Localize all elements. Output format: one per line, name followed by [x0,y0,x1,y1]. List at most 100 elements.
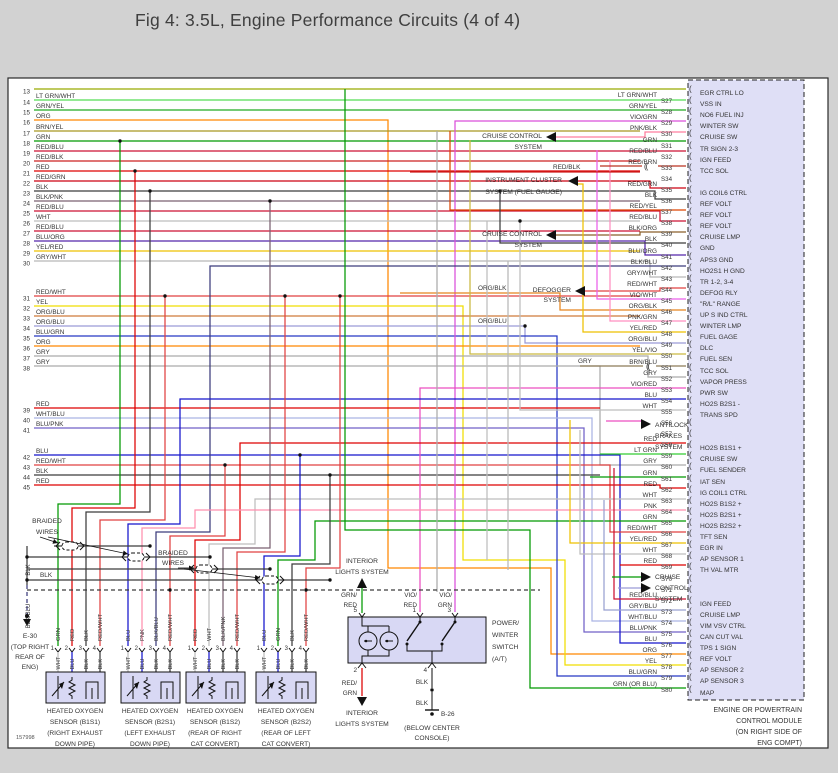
svg-text:AP SENSOR 1: AP SENSOR 1 [700,556,744,563]
svg-text:(: ( [689,396,692,405]
svg-text:ORG: ORG [36,113,51,120]
svg-text:(: ( [689,596,692,605]
svg-text:(: ( [689,107,692,116]
svg-text:S27: S27 [661,98,673,105]
svg-text:UP S IND CTRL: UP S IND CTRL [700,312,748,319]
svg-text:FUEL GAGE: FUEL GAGE [700,334,738,341]
svg-text:(: ( [689,607,692,616]
svg-text:HO2S B2S1 +: HO2S B2S1 + [700,512,742,519]
svg-text:IG COIL1 CTRL: IG COIL1 CTRL [700,490,747,497]
svg-text:HO2S B1S1 +: HO2S B1S1 + [700,445,742,452]
svg-text:32: 32 [23,306,31,313]
svg-text:PNK: PNK [644,503,658,510]
svg-text:42: 42 [23,455,31,462]
svg-text:(: ( [689,207,692,216]
svg-text:S67: S67 [661,542,673,549]
svg-text:(: ( [689,462,692,471]
svg-text:GRY/WHT: GRY/WHT [627,270,657,277]
svg-text:VIM VSV CTRL: VIM VSV CTRL [700,623,746,630]
svg-text:WHT/BLU: WHT/BLU [628,614,657,621]
svg-text:VIO/WHT: VIO/WHT [630,292,657,299]
svg-text:S28: S28 [661,109,673,116]
e30-connector-label: E-30 (TOP RIGHT REAR OF ENG) [11,633,49,671]
svg-text:(: ( [689,651,692,660]
inline-connector-symbols: (((( [644,162,652,371]
cruise-control-system-callout-3: CRUISE CONTROL SYSTEM [655,574,688,603]
svg-text:(: ( [689,518,692,527]
svg-text:RED: RED [644,436,658,443]
svg-text:(: ( [689,163,692,172]
svg-text:YEL: YEL [36,299,49,306]
svg-text:(: ( [689,407,692,416]
heated-oxygen-sensor-2: 1BLUWHT2PNKBLU3BLK/BLUBLK4RED/WHTBLKHEAT… [120,613,181,748]
svg-text:(: ( [689,351,692,360]
svg-text:1: 1 [121,646,125,652]
svg-text:27: 27 [23,231,31,238]
svg-text:(: ( [689,551,692,560]
e30-terminal [23,614,31,626]
svg-text:37: 37 [23,356,31,363]
svg-text:VIO/: VIO/ [404,592,417,599]
svg-text:BLK: BLK [40,572,53,579]
svg-text:S42: S42 [661,265,673,272]
svg-text:SENSOR (B1S2): SENSOR (B1S2) [190,719,240,726]
svg-text:AP SENSOR 3: AP SENSOR 3 [700,678,744,685]
svg-text:RED/BLU: RED/BLU [629,592,657,599]
svg-text:(: ( [689,618,692,627]
svg-text:LIGHTS SYSTEM: LIGHTS SYSTEM [335,569,389,576]
svg-text:RED/WHT: RED/WHT [168,613,174,641]
svg-text:16: 16 [23,120,31,127]
antilock-arrow [641,419,651,429]
svg-text:(: ( [689,385,692,394]
svg-text:(A/T): (A/T) [492,656,507,663]
svg-text:RED/: RED/ [342,680,357,687]
svg-text:(: ( [689,85,692,94]
svg-text:ORG/BLU: ORG/BLU [36,319,65,326]
svg-text:BLU/GRN: BLU/GRN [629,669,658,676]
svg-text:REF VOLT: REF VOLT [700,223,732,230]
svg-text:(: ( [689,429,692,438]
svg-text:RED/BRN: RED/BRN [628,159,657,166]
svg-text:BRN/YEL: BRN/YEL [36,124,64,131]
svg-text:BLK/ORG: BLK/ORG [629,225,657,232]
svg-text:PNK/GRN: PNK/GRN [628,314,658,321]
cruise2-arrow [546,230,556,240]
svg-text:1: 1 [188,646,192,652]
svg-text:S64: S64 [661,509,673,516]
svg-text:TR 1-2, 3-4: TR 1-2, 3-4 [700,279,734,286]
svg-text:GRN/: GRN/ [341,592,357,599]
svg-text:CONSOLE): CONSOLE) [415,735,450,742]
svg-text:(: ( [689,152,692,161]
svg-text:157998: 157998 [16,735,35,741]
svg-text:TCC SOL: TCC SOL [700,368,729,375]
svg-text:(: ( [689,540,692,549]
svg-text:WHT: WHT [642,547,657,554]
svg-text:S65: S65 [661,520,673,527]
svg-text:RED/WHT: RED/WHT [627,525,657,532]
svg-text:CRUISE CONTROL: CRUISE CONTROL [482,133,542,140]
svg-text:RED/WHT: RED/WHT [36,289,66,296]
svg-text:17: 17 [23,131,31,138]
svg-text:HEATED OXYGEN: HEATED OXYGEN [122,708,179,715]
braided-wire-symbols [39,536,285,585]
svg-text:RED/BLU: RED/BLU [629,214,657,221]
svg-text:WHT/BLU: WHT/BLU [36,411,65,418]
svg-text:13: 13 [23,89,31,96]
svg-text:2: 2 [353,667,357,674]
svg-text:22: 22 [23,181,31,188]
svg-text:S74: S74 [661,620,673,627]
svg-text:1: 1 [412,607,416,614]
svg-text:SYSTEM: SYSTEM [515,144,543,151]
svg-text:CAT CONVERT): CAT CONVERT) [262,741,311,748]
svg-text:(: ( [689,218,692,227]
b26-location-label: (BELOW CENTER CONSOLE) [404,725,460,742]
svg-text:RED: RED [644,481,658,488]
svg-text:BRN/BLU: BRN/BLU [629,359,657,366]
svg-text:IGN FEED: IGN FEED [700,601,731,608]
svg-text:(: ( [689,662,692,671]
svg-text:RED/WHT: RED/WHT [98,613,104,641]
svg-text:S31: S31 [661,143,673,150]
svg-text:GRY: GRY [643,458,657,465]
